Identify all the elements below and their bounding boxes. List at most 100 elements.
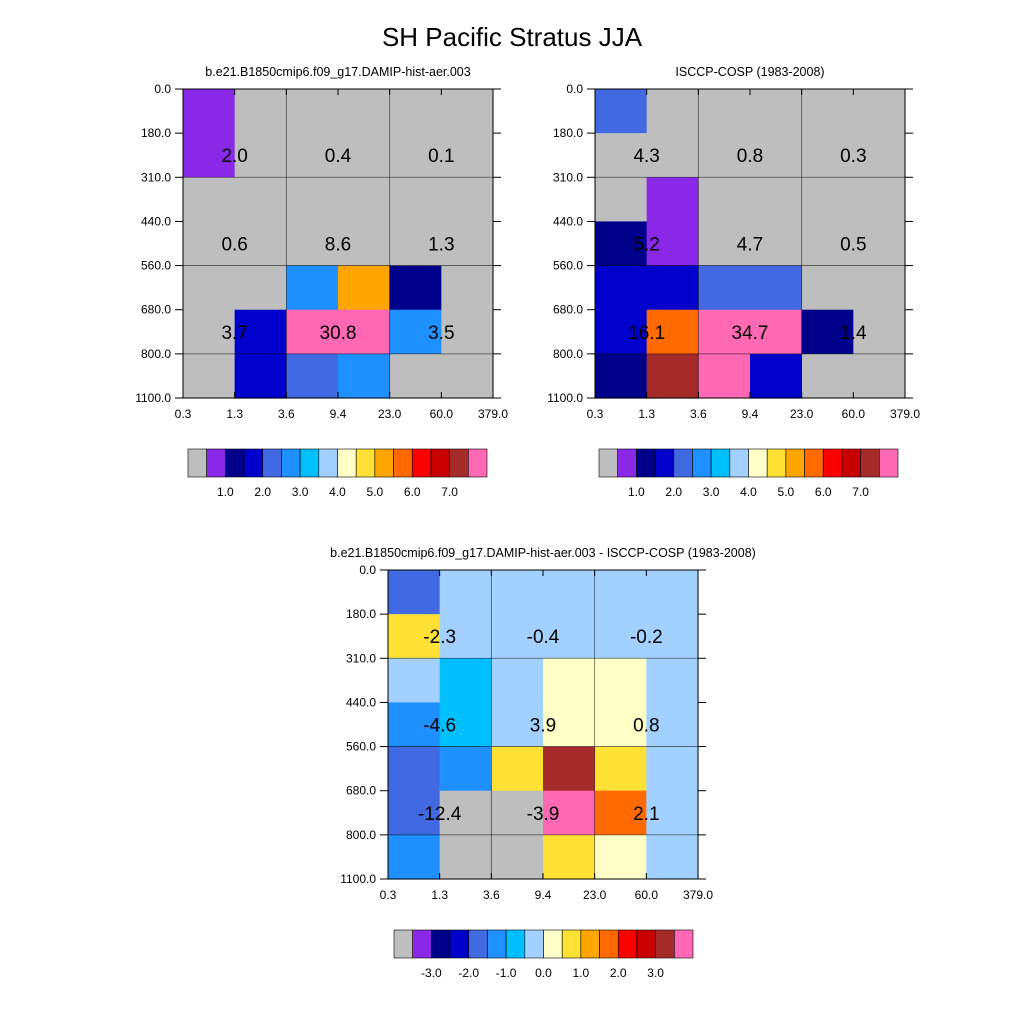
colorbar-label: 5.0 — [367, 485, 384, 499]
colorbar-swatch — [561, 929, 582, 959]
y-tick-label: 180.0 — [346, 607, 376, 621]
heatmap-cell — [286, 89, 339, 134]
heatmap-cell — [338, 265, 391, 311]
heatmap-cell — [389, 265, 442, 311]
colorbar-swatch — [393, 448, 413, 478]
y-tick-label: 1100.0 — [135, 391, 171, 405]
colorbar-swatch — [355, 448, 376, 478]
cell-value-label: -3.9 — [527, 804, 560, 825]
colorbar-swatch — [617, 448, 637, 478]
x-tick-label: 379.0 — [478, 407, 508, 421]
heatmap-cell — [595, 89, 648, 134]
y-tick-label: 310.0 — [553, 170, 583, 184]
heatmap-cell — [389, 133, 442, 178]
heatmap-cell — [441, 353, 494, 399]
y-tick-label: 0.0 — [154, 82, 171, 96]
colorbar-label: 1.0 — [217, 485, 234, 499]
cell-value-label: 34.7 — [732, 323, 769, 344]
colorbar-swatch — [654, 448, 675, 478]
heatmap-cell — [646, 353, 699, 399]
heatmap-cell — [594, 790, 647, 836]
colorbar-swatch — [692, 448, 712, 478]
heatmap-cell — [646, 221, 699, 267]
heatmap-cell — [595, 221, 648, 267]
heatmap-cell — [286, 177, 339, 223]
cell-value-label: 0.6 — [221, 235, 247, 256]
y-tick-label: 1100.0 — [547, 391, 583, 405]
heatmap-cell — [491, 570, 544, 615]
x-tick-label: 379.0 — [683, 888, 713, 902]
x-tick-label: 3.6 — [690, 407, 707, 421]
heatmap-cell — [853, 265, 906, 311]
heatmap-cell — [801, 309, 854, 355]
colorbar-swatch — [431, 929, 451, 959]
y-tick-label: 440.0 — [141, 214, 171, 228]
heatmap-cell — [594, 702, 647, 748]
cell-value-label: 0.3 — [840, 146, 866, 167]
heatmap-cell — [439, 834, 492, 880]
cell-value-label: -12.4 — [418, 804, 462, 825]
colorbar-label: 5.0 — [778, 485, 795, 499]
heatmap-cell — [338, 133, 391, 178]
y-tick-label: 180.0 — [553, 126, 583, 140]
x-tick-label: 0.3 — [175, 407, 192, 421]
heatmap-cell — [646, 177, 699, 223]
heatmap-cell — [388, 746, 441, 792]
heatmap-cell — [646, 265, 699, 311]
heatmap-cell — [595, 133, 648, 178]
heatmap-cell — [439, 570, 492, 615]
x-tick-label: 60.0 — [430, 407, 454, 421]
heatmap-cell — [853, 177, 906, 223]
colorbar-label: -1.0 — [496, 966, 517, 980]
heatmap-cell — [801, 89, 854, 134]
heatmap-cell — [439, 790, 492, 836]
colorbar-swatch — [393, 929, 413, 959]
heatmap-cell — [234, 221, 287, 267]
cell-value-label: 0.8 — [633, 716, 659, 737]
colorbar-label: 2.0 — [254, 485, 271, 499]
heatmap-cell — [234, 309, 287, 355]
colorbar-swatch — [860, 448, 880, 478]
heatmap-cell — [388, 614, 441, 659]
heatmap-cell — [234, 353, 287, 399]
heatmap-panel-2: ISCCP-COSP (1983-2008) 0.3 1.3 3.6 9.4 23.0 60… — [547, 65, 920, 499]
cell-value-label: 30.8 — [320, 323, 357, 344]
y-tick-label: 1100.0 — [340, 872, 376, 886]
heatmap-cell — [338, 353, 391, 399]
colorbar-swatch — [655, 929, 675, 959]
heatmap-cell — [853, 309, 906, 355]
colorbar-swatch — [598, 448, 618, 478]
heatmap-cell — [388, 570, 441, 615]
colorbar-swatch — [710, 448, 731, 478]
colorbar-swatch — [374, 448, 394, 478]
cell-value-label: -4.6 — [423, 716, 456, 737]
heatmap-cell — [750, 221, 803, 267]
y-tick-label: 0.0 — [566, 82, 583, 96]
cell-value-label: 16.1 — [628, 323, 665, 344]
heatmap-cell — [183, 177, 236, 223]
heatmap-cell — [698, 133, 751, 178]
colorbar-label: 0.0 — [535, 966, 552, 980]
heatmap-cell — [388, 790, 441, 836]
colorbar-swatch — [468, 448, 488, 478]
heatmap-cell — [698, 221, 751, 267]
cell-value-label: 2.1 — [633, 804, 659, 825]
heatmap-cell — [594, 746, 647, 792]
colorbar-swatch — [674, 929, 694, 959]
y-tick-label: 310.0 — [141, 170, 171, 184]
x-tick-label: 1.3 — [638, 407, 655, 421]
x-tick-label: 0.3 — [380, 888, 397, 902]
heatmap-cell — [441, 89, 494, 134]
heatmap-cell — [439, 614, 492, 659]
heatmap-cell — [750, 309, 803, 355]
colorbar-swatch — [636, 448, 656, 478]
heatmap-cell — [698, 177, 751, 223]
panel-title: b.e21.B1850cmip6.f09_g17.DAMIP-hist-aer.… — [205, 65, 470, 79]
heatmap-cell — [439, 658, 492, 704]
colorbar-swatch — [879, 448, 899, 478]
figure-title: SH Pacific Stratus JJA — [382, 22, 643, 52]
heatmap-cell — [543, 702, 596, 748]
cell-value-label: 5.2 — [633, 235, 659, 256]
colorbar: 1.0 2.0 3.0 4.0 5.0 6.0 7.0 — [187, 448, 488, 499]
colorbar-swatch — [505, 929, 526, 959]
